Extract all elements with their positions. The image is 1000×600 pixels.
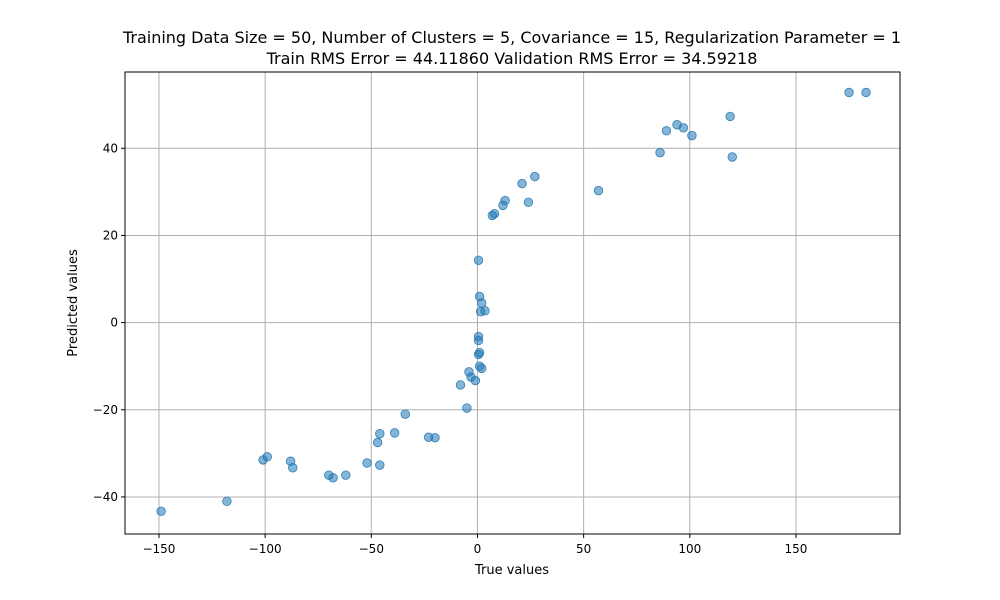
axis-ticks: −150 −100 −50 0 50 100 150 −40 −20 0 20 40 <box>93 141 808 556</box>
data-point <box>861 87 871 98</box>
y-tick-label: −20 <box>93 403 118 417</box>
data-point <box>678 123 689 133</box>
y-tick-label: 0 <box>110 316 118 330</box>
data-point <box>500 195 510 206</box>
data-point <box>341 470 351 480</box>
data-point <box>375 429 385 439</box>
x-tick-label: 0 <box>474 542 482 556</box>
data-point <box>530 171 540 182</box>
data-point <box>400 409 410 419</box>
data-point <box>389 428 400 438</box>
chart-title-line2: Train RMS Error = 44.11860 Validation RM… <box>266 49 758 68</box>
data-point <box>288 463 298 473</box>
data-point <box>473 335 484 346</box>
data-point <box>474 347 485 358</box>
data-point <box>372 437 383 448</box>
data-point <box>489 208 500 219</box>
y-tick-label: 40 <box>103 141 118 155</box>
x-tick-label: −50 <box>359 542 384 556</box>
data-point <box>473 255 484 265</box>
data-point <box>480 306 490 316</box>
x-tick-label: 50 <box>576 542 591 556</box>
data-point <box>455 380 466 390</box>
data-point <box>222 496 232 507</box>
data-points <box>156 87 871 517</box>
data-point <box>375 460 385 470</box>
data-point <box>725 111 735 122</box>
x-tick-label: −150 <box>142 542 175 556</box>
data-point <box>727 152 737 162</box>
data-point <box>477 298 487 308</box>
data-point <box>156 506 166 517</box>
chart-title-line1: Training Data Size = 50, Number of Clust… <box>122 28 901 47</box>
grid <box>125 72 900 534</box>
data-point <box>523 197 534 208</box>
x-tick-label: 150 <box>785 542 808 556</box>
data-point <box>430 432 440 443</box>
y-axis-label: Predicted values <box>66 249 81 357</box>
data-point <box>844 87 854 98</box>
x-tick-label: −100 <box>249 542 282 556</box>
plot-frame <box>124 71 901 535</box>
data-point <box>362 458 372 468</box>
data-point <box>593 185 604 196</box>
data-point <box>462 403 472 413</box>
y-tick-label: 20 <box>103 228 118 242</box>
y-tick-label: −40 <box>93 490 118 504</box>
x-axis-label: True values <box>474 563 549 578</box>
data-point <box>477 363 487 374</box>
data-point <box>517 178 527 189</box>
data-point <box>328 473 338 483</box>
data-point <box>687 130 697 141</box>
data-point <box>661 126 672 136</box>
data-point <box>262 452 272 462</box>
x-tick-label: 100 <box>678 542 701 556</box>
data-point <box>470 375 481 386</box>
data-point <box>655 147 665 158</box>
